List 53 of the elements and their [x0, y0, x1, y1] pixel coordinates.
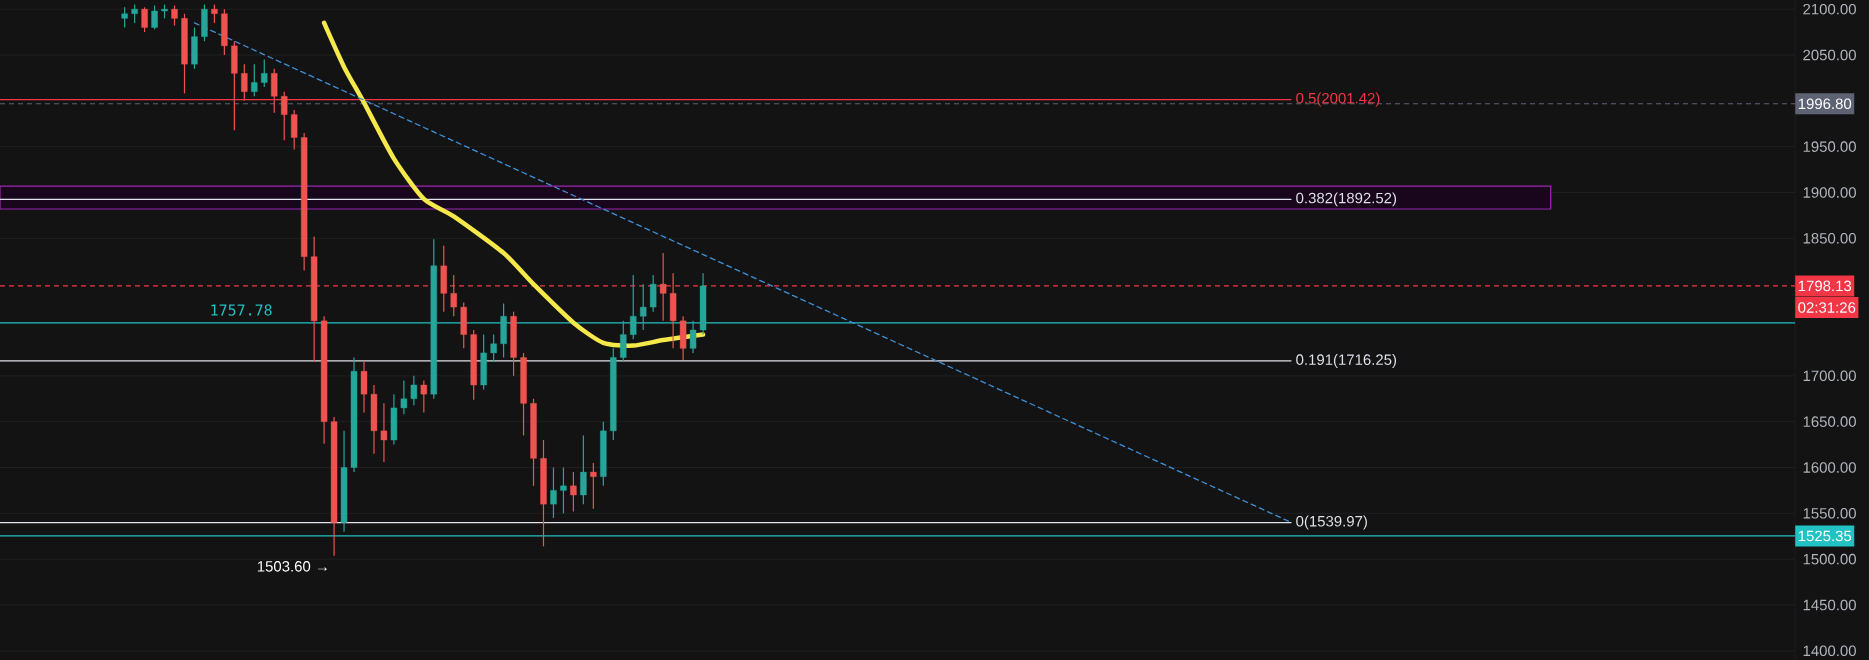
annotation: 1503.60 → — [257, 561, 327, 572]
candlestick — [211, 3, 218, 24]
ref-line-label: 1798.13 — [1798, 280, 1852, 292]
ref-line-label: 0(1539.97) — [1296, 515, 1367, 530]
candlestick — [689, 320, 697, 354]
y-tick-label: 1500.00 — [1803, 553, 1856, 565]
candlestick — [251, 63, 258, 97]
candlestick — [620, 320, 627, 363]
ref-line-label: 0.382(1892.52) — [1296, 192, 1397, 207]
y-tick-label: 1900.00 — [1803, 187, 1856, 198]
ref-line-label: 0.191(1716.25) — [1296, 353, 1397, 368]
y-tick-label: 1450.00 — [1803, 599, 1856, 611]
candlestick — [450, 274, 457, 317]
annotation: 1757.78 — [211, 304, 272, 316]
candlestick — [650, 274, 657, 313]
y-tick-label: 1600.00 — [1803, 462, 1856, 473]
candlestick — [400, 379, 408, 415]
candlestick — [241, 63, 248, 102]
candlestick — [410, 375, 418, 406]
candlestick — [281, 91, 288, 141]
candlestick — [141, 6, 148, 33]
text: 02:31:26 — [1798, 302, 1856, 313]
candlestick — [151, 4, 158, 30]
ref-line-label: 1996.80 — [1798, 98, 1852, 110]
y-tick-label: 1850.00 — [1803, 233, 1856, 244]
ref-line-label: 0.5(2001.42) — [1296, 92, 1380, 107]
y-tick-label: 1400.00 — [1803, 645, 1856, 657]
candlestick — [271, 68, 278, 114]
candlestick — [570, 471, 577, 513]
y-tick-label: 1550.00 — [1803, 508, 1856, 519]
candlestick — [171, 4, 178, 27]
candlestick — [580, 434, 587, 505]
y-tick-label: 2050.00 — [1803, 49, 1856, 61]
candlestick — [290, 109, 298, 151]
candlestick — [380, 402, 388, 463]
candlestick — [630, 274, 637, 340]
candlestick — [560, 466, 567, 514]
candlestick — [360, 361, 368, 414]
y-tick-label: 2100.00 — [1803, 3, 1856, 15]
candlestick — [590, 462, 597, 510]
y-tick-label: 1950.00 — [1803, 141, 1856, 152]
y-tick-label: 1700.00 — [1803, 370, 1856, 382]
candlestick — [121, 6, 128, 29]
candlestick — [550, 466, 557, 519]
candlestick — [420, 379, 428, 414]
candlestick — [659, 252, 667, 322]
y-tick-label: 1650.00 — [1803, 416, 1856, 427]
ref-line-label: 1525.35 — [1798, 530, 1852, 542]
line-series — [321, 20, 706, 348]
candlestick — [640, 283, 647, 331]
candlestick — [490, 333, 497, 363]
candlestick — [131, 3, 138, 24]
candlestick — [261, 58, 268, 88]
